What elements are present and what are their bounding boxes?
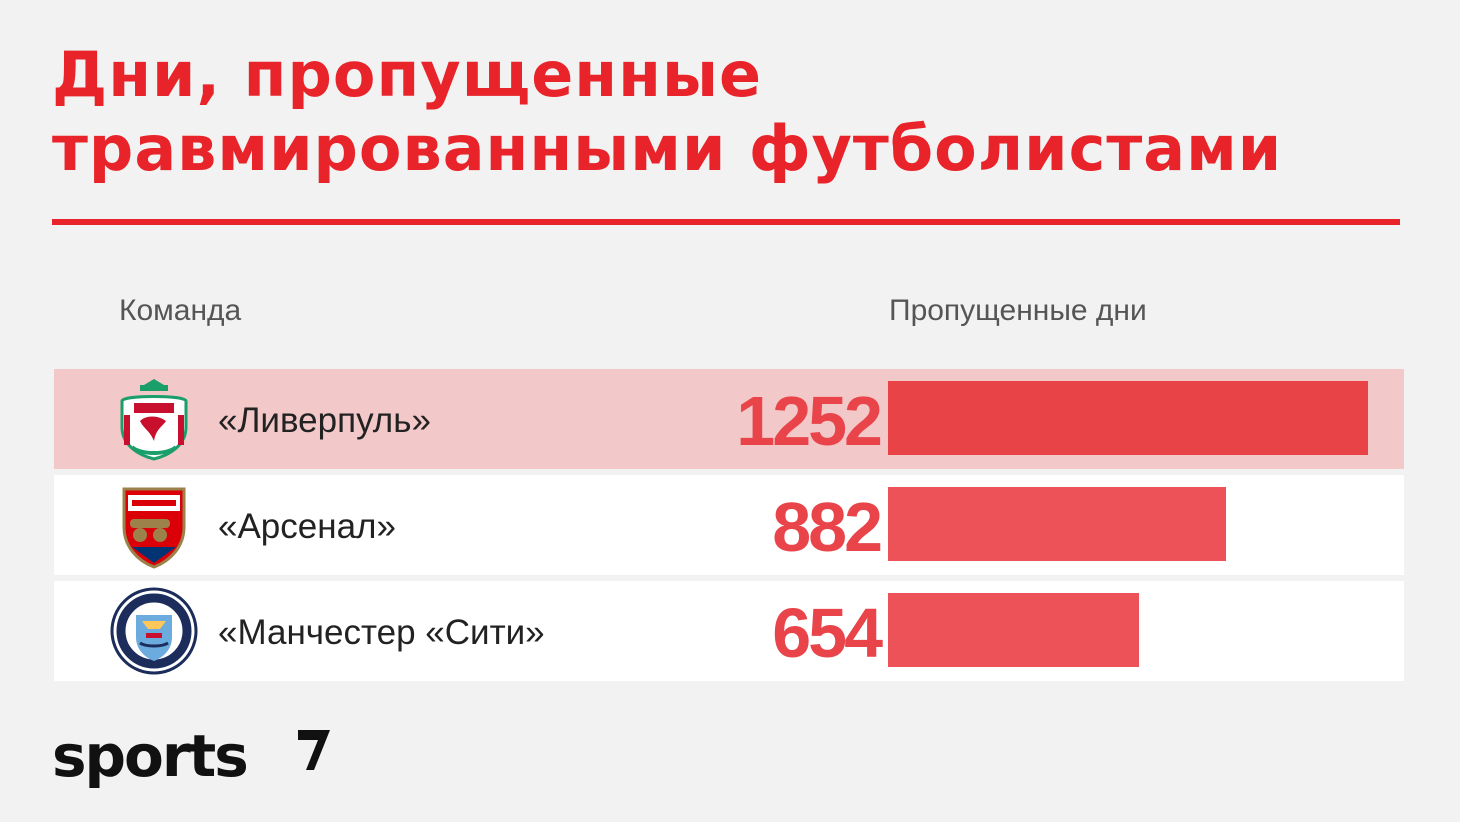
team-name: «Ливерпуль» xyxy=(218,401,431,440)
sports-logo: sports xyxy=(52,722,330,790)
liverpool-crest-icon xyxy=(120,379,188,461)
value-label: 882 xyxy=(772,488,883,566)
bar-liverpool xyxy=(888,381,1368,455)
table-row-arsenal: «Арсенал» 882 xyxy=(54,475,1404,575)
bar-arsenal xyxy=(888,487,1226,561)
title-divider xyxy=(52,219,1400,225)
chart-title: Дни, пропущенные травмированными футболи… xyxy=(52,38,1432,186)
team-name: «Манчестер «Сити» xyxy=(218,613,545,652)
table-row-liverpool: «Ливерпуль» 1252 xyxy=(54,369,1404,469)
title-line-1: Дни, пропущенные xyxy=(52,38,763,111)
title-line-2: травмированными футболистами xyxy=(52,112,1283,185)
days-column-header: Пропущенные дни xyxy=(889,294,1147,327)
team-column-header: Команда xyxy=(119,294,242,327)
team-name: «Арсенал» xyxy=(218,507,396,546)
arsenal-crest-icon xyxy=(122,487,186,569)
value-label: 654 xyxy=(772,594,883,672)
svg-text:sports: sports xyxy=(52,722,247,790)
bar-manchester-city xyxy=(888,593,1139,667)
value-label: 1252 xyxy=(736,382,883,460)
table-row-manchester-city: «Манчестер «Сити» 654 xyxy=(54,581,1404,681)
manchester-city-crest-icon xyxy=(110,587,198,675)
